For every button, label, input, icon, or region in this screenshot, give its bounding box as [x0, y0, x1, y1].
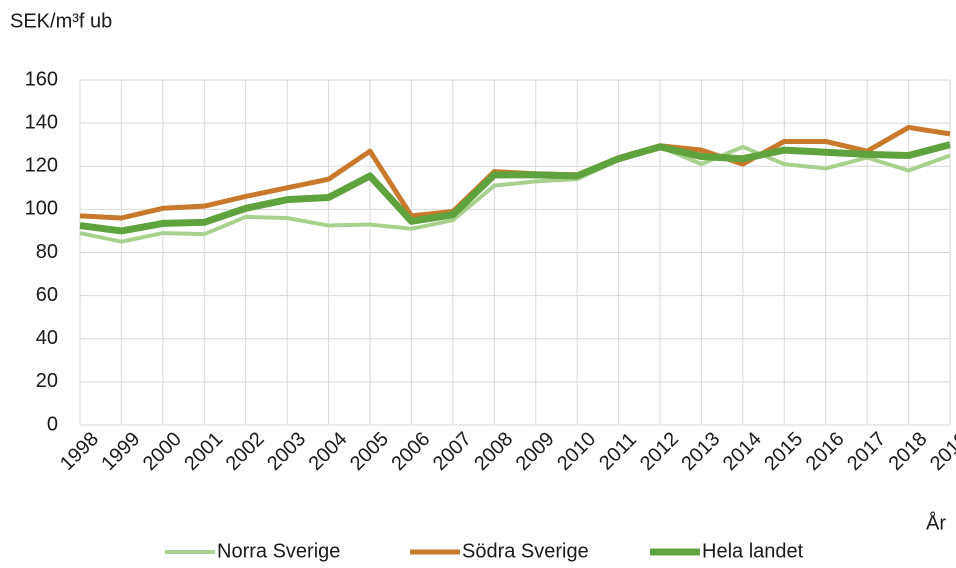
x-tick-label: 2017 [843, 428, 890, 475]
x-axis-label: År [926, 511, 946, 534]
x-tick-label: 2009 [512, 428, 559, 475]
x-tick-label: 2015 [760, 428, 807, 475]
x-tick-label: 2004 [305, 428, 352, 475]
legend-label: Södra Sverige [462, 540, 589, 562]
x-tick-label: 2000 [139, 428, 186, 475]
y-axis-label: SEK/m³f ub [10, 10, 112, 32]
x-tick-label: 2005 [346, 428, 393, 475]
y-tick-label: 40 [36, 327, 58, 349]
x-tick-label: 1998 [56, 428, 103, 475]
x-tick-label: 2019 [926, 428, 956, 475]
x-tick-label: 2003 [263, 428, 310, 475]
y-tick-label: 0 [47, 413, 58, 435]
x-tick-label: 2018 [885, 428, 932, 475]
x-tick-label: 2008 [470, 428, 517, 475]
legend-label: Norra Sverige [217, 540, 340, 562]
x-tick-label: 1999 [97, 428, 144, 475]
legend-label: Hela landet [702, 540, 804, 562]
x-tick-label: 2013 [677, 428, 724, 475]
y-tick-label: 160 [25, 68, 58, 90]
y-tick-label: 60 [36, 284, 58, 306]
y-tick-label: 20 [36, 370, 58, 392]
y-tick-label: 80 [36, 241, 58, 263]
x-tick-label: 2002 [222, 428, 269, 475]
x-tick-label: 2001 [180, 428, 227, 475]
x-tick-label: 2011 [595, 429, 641, 475]
series-line [79, 141, 951, 235]
x-tick-label: 2007 [429, 428, 476, 475]
y-tick-label: 140 [25, 111, 58, 133]
x-tick-label: 2006 [387, 428, 434, 475]
x-tick-label: 2012 [636, 428, 683, 475]
series-line [79, 144, 951, 244]
x-tick-label: 2010 [553, 428, 600, 475]
y-tick-label: 100 [25, 198, 58, 220]
x-tick-label: 2016 [802, 428, 849, 475]
y-tick-label: 120 [25, 155, 58, 177]
x-tick-label: 2014 [719, 428, 766, 475]
